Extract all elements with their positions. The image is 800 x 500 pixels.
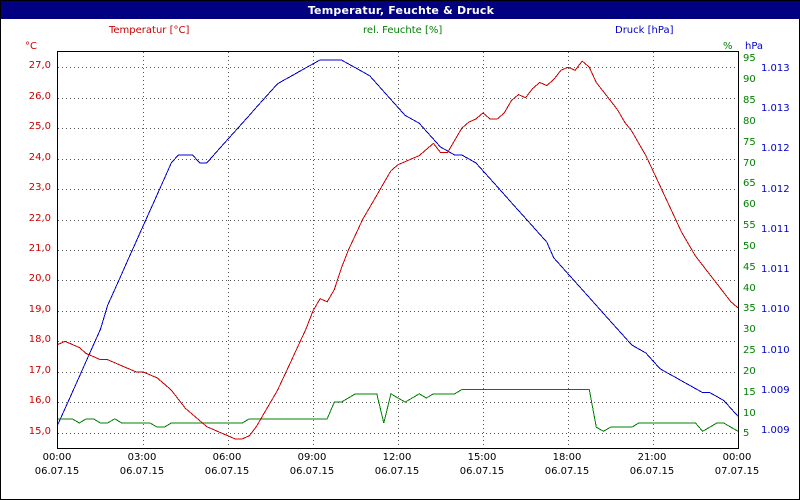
pct-tick-3: 80 — [743, 115, 756, 127]
x-tick-date-1: 06.07.15 — [119, 466, 165, 477]
x-tick-time-4: 12:00 — [382, 452, 412, 463]
legend-pressure: Druck [hPa] — [615, 25, 674, 36]
right-axis-unit-percent: % — [723, 41, 733, 52]
x-tick-time-2: 06:00 — [212, 452, 242, 463]
left-tick-5: 22,0 — [28, 212, 51, 224]
pct-tick-17: 10 — [743, 407, 756, 419]
legend-humidity: rel. Feuchte [%] — [363, 25, 443, 36]
x-tick-date-0: 06.07.15 — [34, 466, 80, 477]
x-tick-time-1: 03:00 — [127, 452, 157, 463]
pct-tick-15: 20 — [743, 365, 756, 377]
right-axis-unit-hpa: hPa — [745, 41, 764, 52]
hpa-tick-5: 1.011 — [761, 264, 790, 276]
x-tick-time-6: 18:00 — [552, 452, 582, 463]
hpa-tick-2: 1.012 — [761, 143, 790, 155]
left-tick-9: 18,0 — [28, 334, 51, 346]
window-title-bar: Temperatur, Feuchte & Druck — [1, 1, 800, 19]
chart-canvas — [58, 52, 738, 448]
pct-tick-14: 25 — [743, 345, 756, 357]
x-tick-time-5: 15:00 — [467, 452, 497, 463]
pct-tick-0: 95 — [743, 53, 756, 65]
pct-tick-13: 30 — [743, 324, 756, 336]
x-tick-date-7: 06.07.15 — [629, 466, 675, 477]
pct-tick-2: 85 — [743, 95, 756, 107]
x-tick-date-2: 06.07.15 — [204, 466, 250, 477]
pct-tick-18: 5 — [743, 428, 750, 440]
left-tick-3: 24,0 — [28, 151, 51, 163]
pct-tick-5: 70 — [743, 157, 756, 169]
x-tick-date-8: 07.07.15 — [714, 466, 760, 477]
left-tick-6: 21,0 — [28, 243, 51, 254]
pct-tick-11: 40 — [743, 282, 756, 294]
hpa-tick-8: 1.009 — [761, 384, 790, 396]
x-tick-date-5: 06.07.15 — [459, 466, 505, 477]
hpa-tick-1: 1.013 — [761, 103, 790, 115]
pct-tick-6: 65 — [743, 178, 756, 190]
left-tick-4: 23,0 — [28, 182, 51, 194]
left-tick-2: 25,0 — [28, 121, 51, 133]
x-tick-time-0: 00:00 — [42, 452, 72, 463]
left-tick-0: 27,0 — [28, 60, 51, 72]
left-tick-12: 15,0 — [28, 425, 51, 437]
pct-tick-12: 35 — [743, 303, 756, 315]
x-tick-time-8: 00:00 — [722, 452, 752, 463]
left-tick-7: 20,0 — [28, 273, 51, 285]
x-tick-time-3: 09:00 — [297, 452, 327, 463]
left-tick-1: 26,0 — [28, 90, 51, 102]
hpa-tick-6: 1.010 — [761, 304, 790, 316]
x-tick-date-3: 06.07.15 — [289, 466, 335, 477]
hpa-tick-3: 1.012 — [761, 183, 790, 195]
pct-tick-10: 45 — [743, 261, 756, 273]
x-tick-date-4: 06.07.15 — [374, 466, 420, 477]
x-tick-date-6: 06.07.15 — [544, 466, 590, 477]
hpa-tick-4: 1.011 — [761, 223, 790, 235]
pct-tick-16: 15 — [743, 386, 756, 398]
left-axis-unit: °C — [25, 41, 37, 52]
window-title: Temperatur, Feuchte & Druck — [307, 3, 495, 17]
hpa-tick-7: 1.010 — [761, 344, 790, 356]
hpa-tick-0: 1.013 — [761, 63, 790, 74]
hpa-tick-9: 1.009 — [761, 425, 790, 436]
pct-tick-8: 55 — [743, 220, 756, 232]
left-tick-11: 16,0 — [28, 395, 51, 407]
left-tick-8: 19,0 — [28, 303, 51, 315]
x-tick-time-7: 21:00 — [637, 452, 667, 463]
left-tick-10: 17,0 — [28, 364, 51, 376]
pct-tick-7: 60 — [743, 199, 756, 211]
pct-tick-1: 90 — [743, 74, 756, 86]
pct-tick-9: 50 — [743, 240, 756, 252]
legend-temperature: Temperatur [°C] — [109, 25, 190, 36]
pct-tick-4: 75 — [743, 136, 756, 148]
plot-area — [57, 51, 739, 449]
